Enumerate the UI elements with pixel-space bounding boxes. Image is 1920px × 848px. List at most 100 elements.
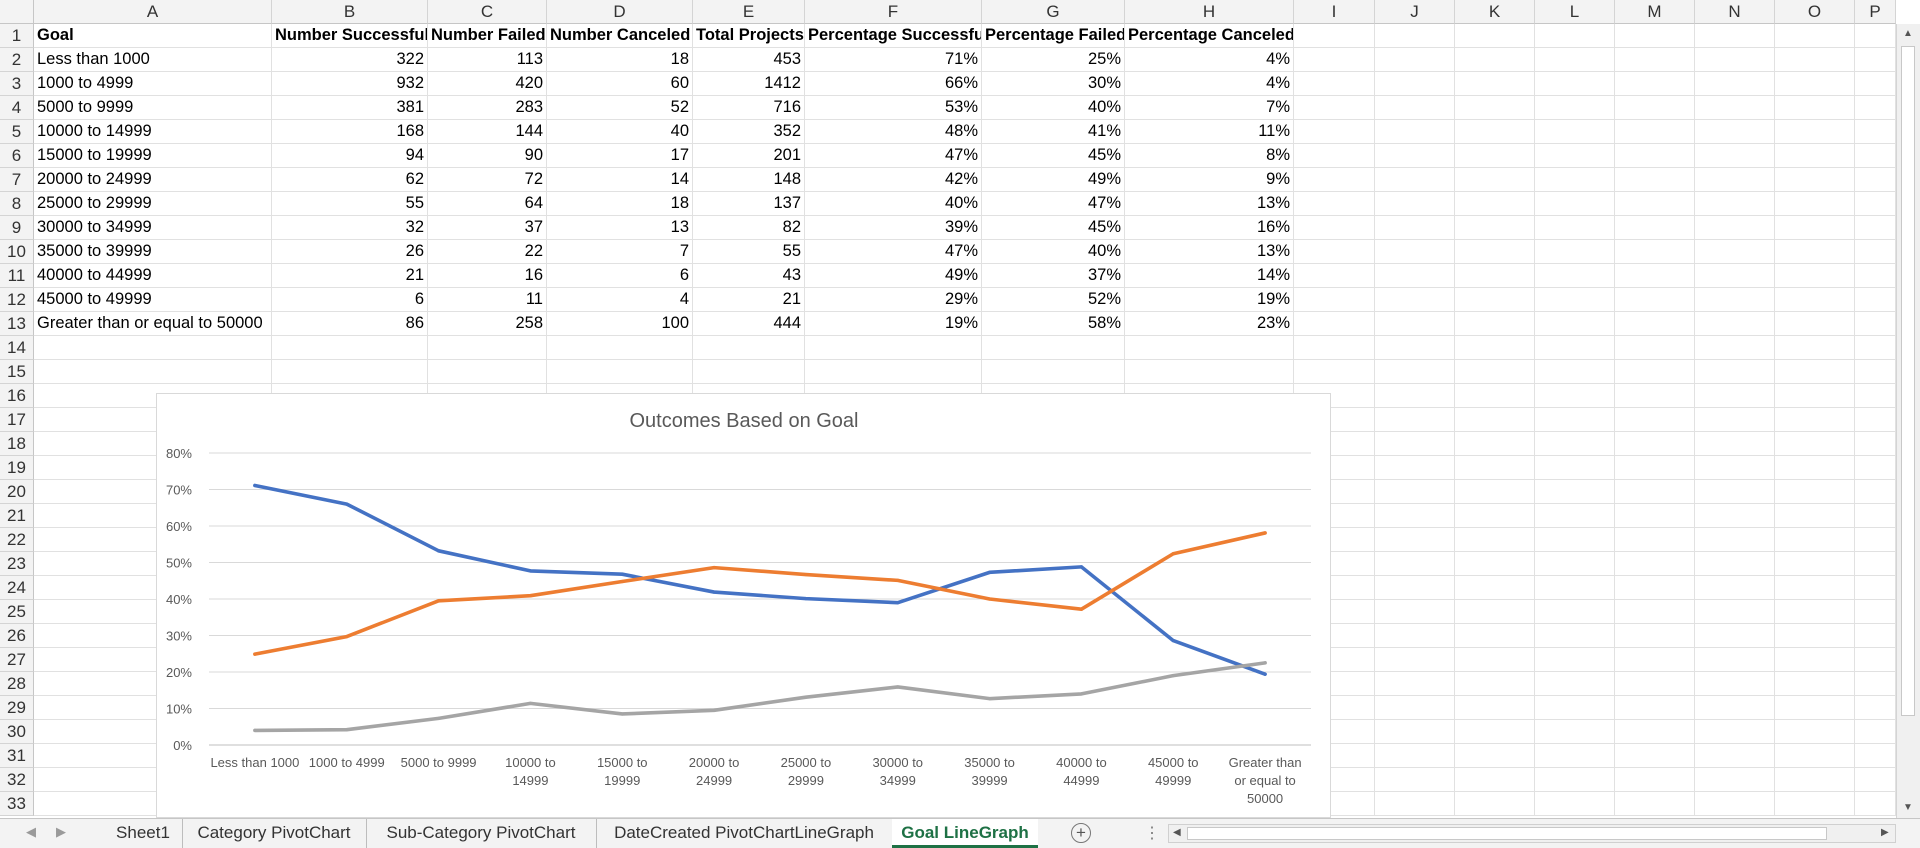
value-cell[interactable]: 6	[547, 264, 693, 288]
row-header[interactable]: 30	[0, 720, 34, 744]
value-cell[interactable]: 40%	[805, 192, 982, 216]
empty-cell[interactable]	[1455, 120, 1535, 144]
value-cell[interactable]: 168	[272, 120, 428, 144]
empty-cell[interactable]	[1695, 48, 1775, 72]
empty-cell[interactable]	[1615, 624, 1695, 648]
empty-cell[interactable]	[1855, 360, 1896, 384]
empty-cell[interactable]	[1615, 432, 1695, 456]
empty-cell[interactable]	[1615, 312, 1695, 336]
empty-cell[interactable]	[1294, 24, 1375, 48]
empty-cell[interactable]	[1535, 624, 1615, 648]
empty-cell[interactable]	[1615, 744, 1695, 768]
empty-cell[interactable]	[1125, 336, 1294, 360]
empty-cell[interactable]	[1695, 456, 1775, 480]
empty-cell[interactable]	[1855, 504, 1896, 528]
empty-cell[interactable]	[1375, 168, 1455, 192]
empty-cell[interactable]	[1695, 528, 1775, 552]
empty-cell[interactable]	[1535, 720, 1615, 744]
value-cell[interactable]: 58%	[982, 312, 1125, 336]
value-cell[interactable]: 40	[547, 120, 693, 144]
empty-cell[interactable]	[1375, 720, 1455, 744]
empty-cell[interactable]	[805, 336, 982, 360]
empty-cell[interactable]	[1455, 240, 1535, 264]
value-cell[interactable]: 52%	[982, 288, 1125, 312]
value-cell[interactable]: 64	[428, 192, 547, 216]
empty-cell[interactable]	[1775, 24, 1855, 48]
empty-cell[interactable]	[1615, 216, 1695, 240]
value-cell[interactable]: 444	[693, 312, 805, 336]
empty-cell[interactable]	[1855, 696, 1896, 720]
value-cell[interactable]: 144	[428, 120, 547, 144]
empty-cell[interactable]	[1294, 528, 1375, 552]
value-cell[interactable]: 352	[693, 120, 805, 144]
empty-cell[interactable]	[1855, 48, 1896, 72]
row-header[interactable]: 17	[0, 408, 34, 432]
header-cell[interactable]: Number Successful	[272, 24, 428, 48]
row-header[interactable]: 12	[0, 288, 34, 312]
empty-cell[interactable]	[1535, 360, 1615, 384]
line-chart[interactable]: Outcomes Based on Goal 0% 10% 20% 30% 40% 50% 6…	[156, 393, 1331, 818]
value-cell[interactable]: 453	[693, 48, 805, 72]
empty-cell[interactable]	[1455, 384, 1535, 408]
empty-cell[interactable]	[805, 360, 982, 384]
empty-cell[interactable]	[1615, 408, 1695, 432]
value-cell[interactable]: 13%	[1125, 240, 1294, 264]
value-cell[interactable]: 100	[547, 312, 693, 336]
value-cell[interactable]: 37	[428, 216, 547, 240]
empty-cell[interactable]	[1375, 408, 1455, 432]
empty-cell[interactable]	[1375, 624, 1455, 648]
value-cell[interactable]: 11%	[1125, 120, 1294, 144]
empty-cell[interactable]	[1615, 792, 1695, 816]
empty-cell[interactable]	[1855, 720, 1896, 744]
value-cell[interactable]: 60	[547, 72, 693, 96]
empty-cell[interactable]	[1775, 408, 1855, 432]
empty-cell[interactable]	[1535, 384, 1615, 408]
value-cell[interactable]: 17	[547, 144, 693, 168]
value-cell[interactable]: 19%	[1125, 288, 1294, 312]
empty-cell[interactable]	[1615, 552, 1695, 576]
empty-cell[interactable]	[1775, 768, 1855, 792]
value-cell[interactable]: 66%	[805, 72, 982, 96]
sheet-tab[interactable]: Category PivotChart	[182, 819, 367, 848]
empty-cell[interactable]	[1375, 504, 1455, 528]
empty-cell[interactable]	[1375, 360, 1455, 384]
empty-cell[interactable]	[1695, 288, 1775, 312]
empty-cell[interactable]	[1615, 696, 1695, 720]
empty-cell[interactable]	[1455, 744, 1535, 768]
empty-cell[interactable]	[1294, 576, 1375, 600]
row-header[interactable]: 16	[0, 384, 34, 408]
value-cell[interactable]: 6	[272, 288, 428, 312]
empty-cell[interactable]	[1775, 648, 1855, 672]
value-cell[interactable]: 55	[272, 192, 428, 216]
empty-cell[interactable]	[1775, 72, 1855, 96]
value-cell[interactable]: 30%	[982, 72, 1125, 96]
empty-cell[interactable]	[1615, 600, 1695, 624]
empty-cell[interactable]	[1375, 72, 1455, 96]
empty-cell[interactable]	[1535, 240, 1615, 264]
empty-cell[interactable]	[1294, 144, 1375, 168]
value-cell[interactable]: 4%	[1125, 72, 1294, 96]
value-cell[interactable]: 18	[547, 192, 693, 216]
value-cell[interactable]: 62	[272, 168, 428, 192]
empty-cell[interactable]	[1615, 48, 1695, 72]
empty-cell[interactable]	[1855, 24, 1896, 48]
empty-cell[interactable]	[1294, 696, 1375, 720]
value-cell[interactable]: 18	[547, 48, 693, 72]
row-header[interactable]: 3	[0, 72, 34, 96]
empty-cell[interactable]	[1294, 624, 1375, 648]
empty-cell[interactable]	[1375, 264, 1455, 288]
empty-cell[interactable]	[1775, 264, 1855, 288]
empty-cell[interactable]	[1294, 384, 1375, 408]
value-cell[interactable]: 49%	[982, 168, 1125, 192]
value-cell[interactable]: 90	[428, 144, 547, 168]
empty-cell[interactable]	[1375, 744, 1455, 768]
empty-cell[interactable]	[1294, 648, 1375, 672]
value-cell[interactable]: 86	[272, 312, 428, 336]
empty-cell[interactable]	[547, 336, 693, 360]
empty-cell[interactable]	[1615, 456, 1695, 480]
add-sheet-button[interactable]: +	[1071, 823, 1091, 843]
empty-cell[interactable]	[1695, 216, 1775, 240]
chevron-right-icon[interactable]: ▶	[1881, 827, 1889, 838]
chart-title[interactable]: Outcomes Based on Goal	[629, 410, 858, 432]
empty-cell[interactable]	[1855, 624, 1896, 648]
